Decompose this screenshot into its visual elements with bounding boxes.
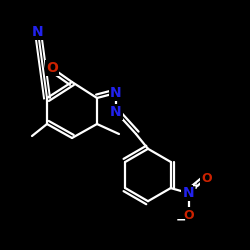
Text: N: N [110, 86, 122, 100]
Text: O: O [46, 61, 58, 75]
Text: N: N [110, 105, 122, 119]
Text: N: N [183, 186, 194, 200]
Text: O: O [201, 172, 212, 184]
Text: −: − [176, 214, 186, 226]
Text: N: N [32, 25, 44, 39]
Text: O: O [183, 208, 194, 222]
Text: +: + [192, 181, 200, 191]
